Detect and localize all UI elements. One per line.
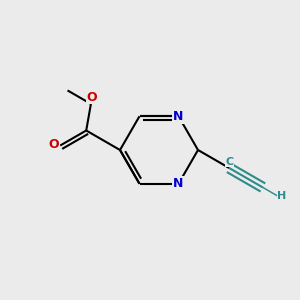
- Text: C: C: [225, 157, 233, 166]
- Text: O: O: [48, 137, 59, 151]
- Text: N: N: [173, 177, 184, 190]
- Text: O: O: [86, 91, 97, 104]
- Text: H: H: [277, 191, 286, 201]
- Text: N: N: [173, 110, 184, 123]
